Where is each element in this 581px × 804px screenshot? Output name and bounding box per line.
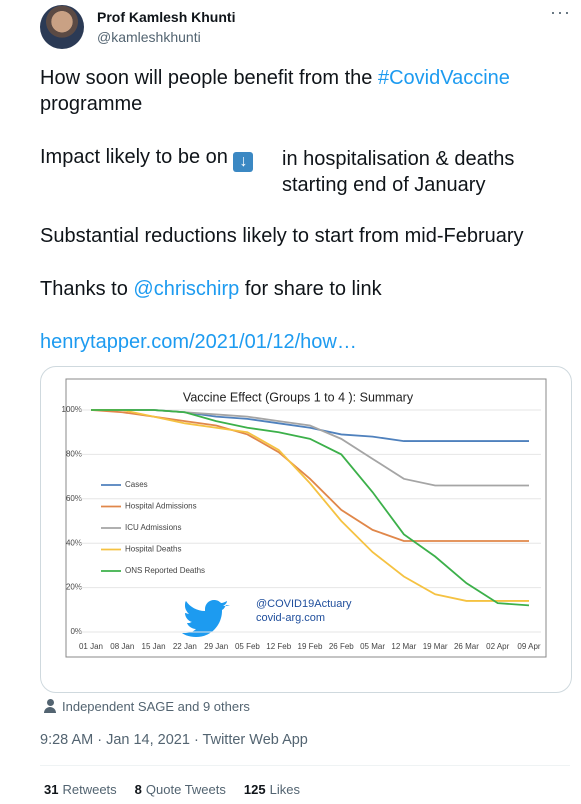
- series-line: [91, 409, 530, 607]
- x-tick-label: 09 Apr: [517, 642, 540, 651]
- x-tick-label: 26 Mar: [454, 642, 479, 651]
- text: programme: [40, 93, 143, 115]
- tweet-line: How soon will people benefit from the #C…: [40, 67, 510, 90]
- series-line: [91, 409, 529, 602]
- legend-label: ONS Reported Deaths: [125, 566, 205, 575]
- legend-label: Cases: [125, 480, 148, 489]
- stat[interactable]: 31 Retweets: [44, 782, 117, 797]
- divider: [40, 765, 570, 766]
- text: Thanks to: [40, 278, 134, 300]
- x-tick-label: 12 Mar: [391, 642, 416, 651]
- y-tick-label: 100%: [62, 405, 82, 414]
- text: in hospitalisation & deaths starting end…: [282, 146, 572, 198]
- y-tick-label: 60%: [66, 494, 82, 503]
- stats-row: 31 Retweets 8 Quote Tweets 125 Likes: [44, 782, 318, 797]
- tweet-line: Impact likely to be on ↓: [40, 146, 254, 172]
- x-tick-label: 05 Mar: [360, 642, 385, 651]
- text: How soon will people benefit from the: [40, 67, 378, 89]
- legend-label: Hospital Deaths: [125, 545, 181, 554]
- x-tick-label: 02 Apr: [486, 642, 509, 651]
- more-menu[interactable]: ···: [550, 2, 571, 22]
- chart-title: Vaccine Effect (Groups 1 to 4 ): Summary: [183, 390, 414, 404]
- x-tick-label: 01 Jan: [79, 642, 103, 651]
- text: Substantial reductions likely to start f…: [40, 225, 524, 247]
- twitter-bird-icon: [182, 600, 230, 637]
- y-tick-label: 40%: [66, 538, 82, 547]
- x-tick-label: 19 Feb: [298, 642, 323, 651]
- stat-label: Likes: [269, 782, 300, 797]
- x-tick-label: 05 Feb: [235, 642, 260, 651]
- y-tick-label: 0%: [70, 627, 82, 636]
- x-tick-label: 22 Jan: [173, 642, 197, 651]
- social-context[interactable]: Independent SAGE and 9 others: [62, 699, 250, 714]
- hashtag[interactable]: #CovidVaccine: [377, 67, 510, 89]
- stat[interactable]: 8 Quote Tweets: [135, 782, 226, 797]
- watermark-handle: @COVID19Actuary: [256, 598, 352, 610]
- text: in hospitalisation & deaths starting end…: [282, 148, 515, 196]
- x-tick-label: 19 Mar: [423, 642, 448, 651]
- stat-count: 31: [44, 782, 59, 797]
- stat-label: Retweets: [62, 782, 117, 797]
- x-tick-label: 08 Jan: [110, 642, 134, 651]
- text: for share to link: [239, 278, 382, 300]
- text: Impact likely to be on: [40, 146, 234, 168]
- legend-label: Hospital Admissions: [125, 502, 197, 511]
- x-tick-label: 29 Jan: [204, 642, 228, 651]
- author-handle[interactable]: @kamleshkhunti: [97, 29, 201, 45]
- x-tick-label: 15 Jan: [142, 642, 166, 651]
- legend-label: ICU Admissions: [125, 523, 181, 532]
- stat-count: 125: [243, 782, 266, 797]
- stat-count: 8: [134, 782, 142, 797]
- x-tick-label: 12 Feb: [266, 642, 291, 651]
- image-card[interactable]: Vaccine Effect (Groups 1 to 4 ): Summary…: [40, 366, 572, 693]
- tweet-line: Thanks to @chrischirp for share to link: [40, 278, 382, 301]
- y-tick-label: 20%: [66, 583, 82, 592]
- stat[interactable]: 125 Likes: [244, 782, 300, 797]
- watermark-site: covid-arg.com: [256, 612, 325, 624]
- avatar[interactable]: [40, 5, 84, 49]
- emoji-down-arrow: ↓: [233, 152, 254, 172]
- x-tick-label: 26 Feb: [329, 642, 354, 651]
- y-tick-label: 80%: [66, 450, 82, 459]
- chart: Vaccine Effect (Groups 1 to 4 ): Summary…: [62, 378, 547, 658]
- link[interactable]: henrytapper.com/2021/01/12/how…: [40, 331, 357, 353]
- stat-label: Quote Tweets: [145, 782, 226, 797]
- person-icon: [44, 699, 56, 713]
- timestamp[interactable]: 9:28 AM · Jan 14, 2021 · Twitter Web App: [40, 732, 308, 748]
- author-name[interactable]: Prof Kamlesh Khunti: [97, 9, 236, 25]
- mention[interactable]: @chrischirp: [133, 278, 240, 300]
